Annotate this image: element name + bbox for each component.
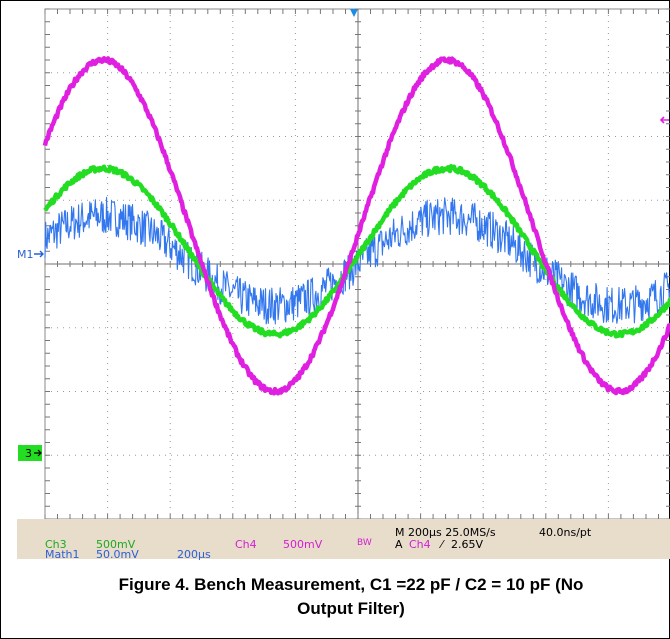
ch4-label: Ch4: [235, 538, 257, 551]
trigger-position-marker: [350, 9, 358, 17]
trace-math1: [44, 196, 670, 325]
math1-timebase: 200µs: [177, 548, 211, 561]
ch4-marker: [659, 116, 669, 124]
caption-line-1: Figure 4. Bench Measurement, C1 =22 pF /…: [118, 575, 584, 594]
timebase-readout: M 200µs 25.0MS/s: [395, 526, 496, 539]
record-length-readout: 40.0ns/pt: [539, 526, 592, 539]
bandwidth-limit-badge: BW: [357, 538, 372, 548]
math1-label: Math1: [45, 548, 80, 561]
m1-marker: M1: [17, 248, 44, 261]
ch4-scale: 500mV: [283, 538, 323, 551]
caption-line-2: Output Filter): [297, 599, 405, 618]
oscilloscope-plot: M1 3: [17, 8, 670, 520]
status-bar: M 200µs 25.0MS/s 40.0ns/pt Ch3 500mV Ch4…: [17, 519, 670, 561]
figure-caption: Figure 4. Bench Measurement, C1 =22 pF /…: [31, 573, 670, 621]
ch3-scale: 500mV: [96, 538, 136, 551]
svg-text:3: 3: [25, 447, 32, 460]
trigger-channel: Ch4: [409, 538, 431, 551]
trace-ch3: [43, 163, 670, 339]
trigger-level: 2.65V: [451, 538, 484, 551]
traces: [42, 56, 670, 396]
trace-ch4: [42, 56, 670, 396]
trigger-source-prefix: A: [395, 538, 403, 551]
ch3-marker: 3: [18, 445, 42, 461]
ch3-label: Ch3: [45, 538, 67, 551]
trigger-slope-icon: ⁄: [441, 538, 443, 551]
svg-text:M1: M1: [17, 248, 34, 261]
math1-scale: 50.0mV: [96, 548, 139, 561]
